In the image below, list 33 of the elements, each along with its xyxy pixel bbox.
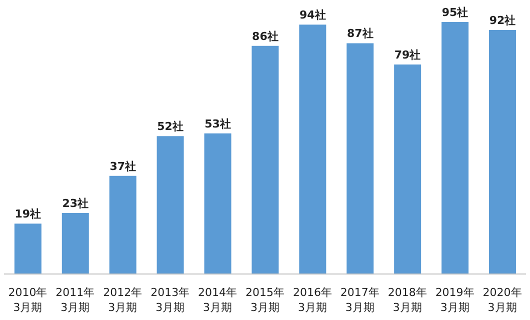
data-label: 94社 (300, 8, 326, 22)
x-tick-label: 2012年 3月期 (103, 286, 142, 314)
data-label: 19社 (14, 208, 42, 221)
x-tick-label: 2018年 3月期 (388, 286, 427, 314)
data-label: 79社 (394, 48, 421, 62)
bar (156, 136, 184, 274)
bar (442, 22, 469, 274)
x-tick-label: 2010年 3月期 (8, 286, 48, 314)
bar (204, 133, 232, 274)
x-tick-label: 2015年 3月期 (246, 286, 284, 314)
x-tick-label: 2013年 3月期 (150, 286, 190, 314)
x-tick-label: 2019年 3月期 (435, 286, 474, 314)
x-tick-label: 2014年 3月期 (198, 286, 238, 314)
bar (346, 43, 374, 274)
x-tick-label: 2017年 3月期 (340, 286, 380, 314)
data-label: 53社 (204, 117, 231, 130)
x-tick-label: 2016年 3月期 (292, 286, 332, 314)
data-label: 37社 (110, 160, 136, 173)
bar (109, 176, 136, 274)
bar (299, 24, 326, 274)
x-tick-label: 2011年 3月期 (56, 286, 95, 314)
data-label: 86社 (252, 30, 278, 43)
data-label: 95社 (442, 6, 468, 19)
bar (394, 64, 422, 274)
data-label: 52社 (157, 120, 184, 134)
bar (252, 46, 279, 274)
bar (62, 212, 89, 274)
data-label: 92社 (489, 14, 516, 27)
data-label: 87社 (346, 27, 374, 40)
bar (14, 224, 42, 274)
x-tick-label: 2020年 3月期 (482, 286, 522, 314)
bar (488, 30, 516, 274)
data-label: 23社 (62, 196, 89, 210)
